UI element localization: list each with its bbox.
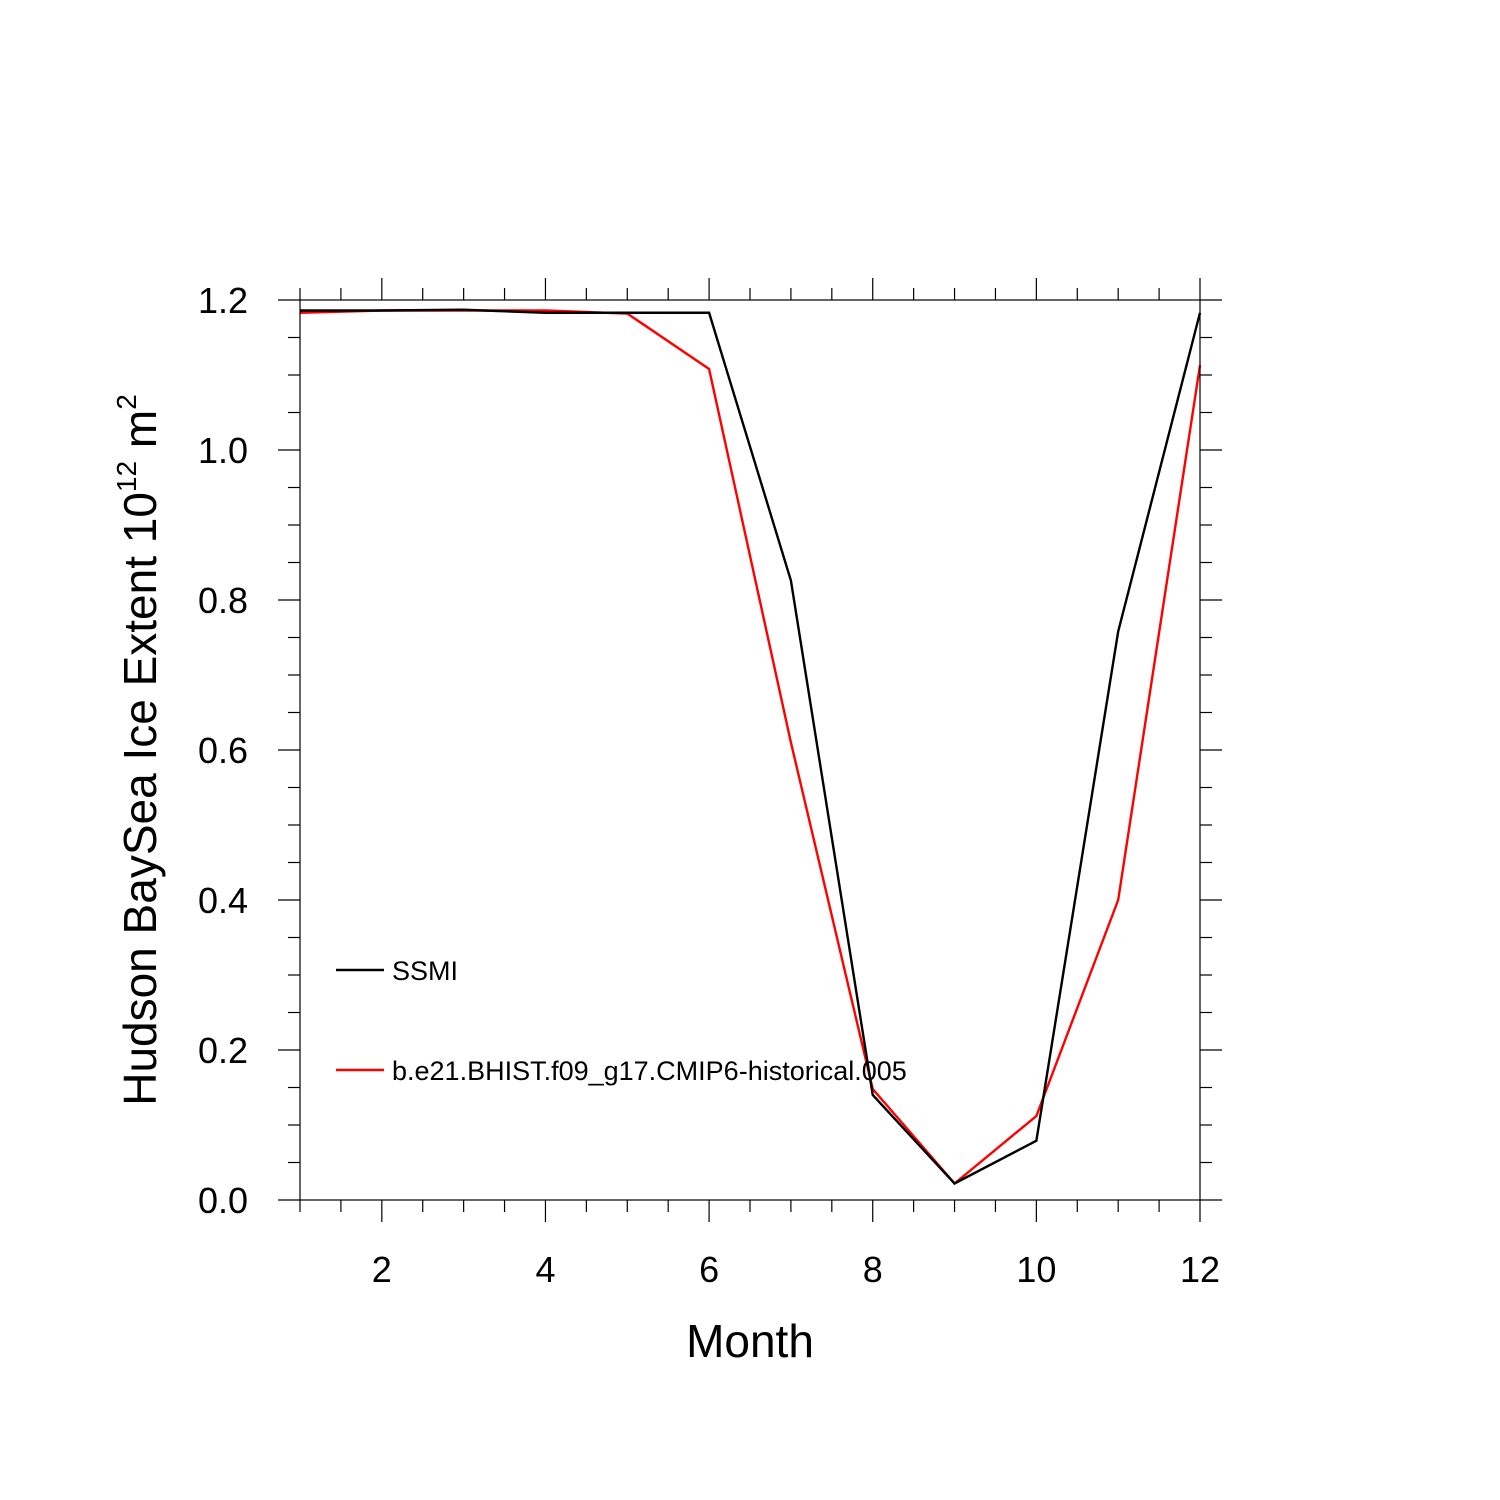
- x-tick-label: 2: [372, 1249, 392, 1290]
- y-axis-label-unit-superscript: 2: [111, 394, 142, 410]
- y-tick-label: 0.8: [198, 580, 248, 621]
- y-axis-label-unit: m: [114, 410, 166, 461]
- series-line-1: [299, 309, 1202, 1186]
- x-axis-label: Month: [686, 1315, 814, 1367]
- x-tick-label: 6: [699, 1249, 719, 1290]
- y-tick-label: 1.2: [198, 280, 248, 321]
- x-tick-label: 8: [863, 1249, 883, 1290]
- y-tick-label: 0.6: [198, 730, 248, 771]
- series-layer: [299, 308, 1202, 1186]
- y-axis-label: Hudson BaySea Ice Extent 1012 m2: [111, 394, 166, 1106]
- y-tick-label: 1.0: [198, 430, 248, 471]
- legend-label-1: b.e21.BHIST.f09_g17.CMIP6-historical.005: [392, 1056, 907, 1086]
- x-tick-label: 4: [535, 1249, 555, 1290]
- tick-labels: 2 4 6 8 10 12 0.0 0.2 0.4 0.6 0.8 1.0 1.2: [198, 280, 1220, 1290]
- series-line-0: [300, 308, 1202, 1185]
- x-tick-label: 12: [1180, 1249, 1220, 1290]
- x-tick-label: 10: [1016, 1249, 1056, 1290]
- y-axis-label-text: Hudson BaySea Ice Extent 10: [114, 492, 166, 1106]
- y-tick-label: 0.4: [198, 880, 248, 921]
- y-tick-label: 0.0: [198, 1180, 248, 1221]
- y-tick-label: 0.2: [198, 1030, 248, 1071]
- legend-label-0: SSMI: [392, 956, 458, 986]
- axis-ticks: [278, 278, 1222, 1222]
- plot-frame: [299, 299, 1201, 1201]
- y-axis-label-superscript: 12: [111, 461, 142, 492]
- legend: SSMI b.e21.BHIST.f09_g17.CMIP6-historical…: [336, 956, 907, 1086]
